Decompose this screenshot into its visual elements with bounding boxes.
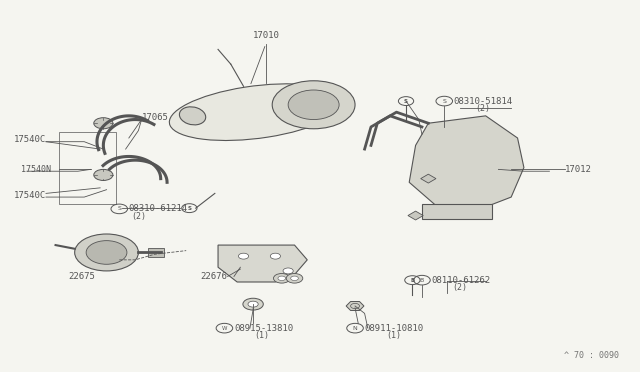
Text: 17012: 17012 xyxy=(565,165,592,174)
Circle shape xyxy=(243,298,263,310)
Text: 17540C: 17540C xyxy=(13,191,46,200)
Text: 08911-10810: 08911-10810 xyxy=(365,324,424,333)
Text: 22676: 22676 xyxy=(201,272,228,281)
Text: 17540C: 17540C xyxy=(13,135,46,144)
Circle shape xyxy=(75,234,138,271)
Ellipse shape xyxy=(170,84,343,141)
Text: (1): (1) xyxy=(254,331,269,340)
Circle shape xyxy=(291,276,298,280)
Circle shape xyxy=(86,241,127,264)
Text: 08915-13810: 08915-13810 xyxy=(234,324,293,333)
Circle shape xyxy=(286,273,303,283)
Text: 17540N: 17540N xyxy=(20,165,51,174)
Text: 22675: 22675 xyxy=(68,272,95,281)
Polygon shape xyxy=(422,205,492,219)
Polygon shape xyxy=(409,116,524,212)
Text: (2): (2) xyxy=(475,104,490,113)
Circle shape xyxy=(278,276,285,280)
Text: S: S xyxy=(188,206,191,211)
Polygon shape xyxy=(420,174,436,183)
Circle shape xyxy=(270,253,280,259)
Text: (2): (2) xyxy=(452,283,468,292)
Text: B: B xyxy=(410,278,415,283)
Circle shape xyxy=(283,268,293,274)
Text: 17010: 17010 xyxy=(252,31,279,40)
Ellipse shape xyxy=(179,107,205,125)
Polygon shape xyxy=(408,211,423,220)
Text: 08310-61214: 08310-61214 xyxy=(129,204,188,214)
Text: (1): (1) xyxy=(386,331,401,340)
Text: 17065: 17065 xyxy=(141,113,168,122)
Text: S: S xyxy=(404,99,408,103)
Polygon shape xyxy=(346,302,364,311)
Text: 08310-51814: 08310-51814 xyxy=(454,97,513,106)
Circle shape xyxy=(248,301,258,307)
Text: B: B xyxy=(420,278,424,283)
Text: W: W xyxy=(221,326,227,331)
Circle shape xyxy=(239,253,248,259)
Text: S: S xyxy=(442,99,446,103)
Text: ^ 70 : 0090: ^ 70 : 0090 xyxy=(564,350,620,359)
Circle shape xyxy=(288,90,339,119)
Circle shape xyxy=(94,169,113,180)
Circle shape xyxy=(273,273,290,283)
Bar xyxy=(148,248,164,257)
Text: 08110-61262: 08110-61262 xyxy=(431,276,491,285)
Text: (2): (2) xyxy=(131,212,146,221)
Polygon shape xyxy=(218,245,307,282)
Text: N: N xyxy=(353,326,357,331)
Circle shape xyxy=(94,118,113,129)
Circle shape xyxy=(272,81,355,129)
Text: S: S xyxy=(117,206,121,211)
